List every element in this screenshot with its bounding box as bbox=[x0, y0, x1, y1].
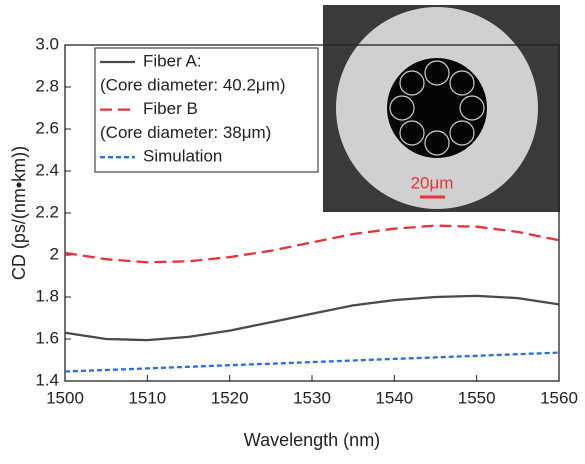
x-tick-label: 1520 bbox=[211, 388, 249, 407]
y-tick-label: 1.8 bbox=[35, 286, 59, 305]
inset bbox=[323, 5, 560, 212]
y-tick-label: 2 bbox=[50, 244, 59, 263]
data-line bbox=[64, 351, 560, 373]
y-axis-label: CD (ps/(nm•km)) bbox=[9, 146, 29, 280]
y-tick-label: 2.8 bbox=[35, 76, 59, 95]
inset-scale-label: 20μm bbox=[411, 173, 454, 192]
y-tick-label: 1.4 bbox=[35, 370, 59, 389]
data-line bbox=[64, 224, 560, 264]
y-tick-label: 3.0 bbox=[35, 34, 59, 53]
legend-box bbox=[94, 47, 319, 173]
x-tick-label: 1530 bbox=[293, 388, 331, 407]
legend-note: (Core diameter: 40.2μm) bbox=[100, 75, 286, 94]
legend-label: Fiber A: bbox=[143, 51, 202, 70]
legend-note: (Core diameter: 38μm) bbox=[100, 123, 271, 142]
x-tick-label: 1550 bbox=[458, 388, 496, 407]
data-line bbox=[64, 294, 560, 342]
x-tick-label: 1560 bbox=[540, 388, 578, 407]
x-axis-label: Wavelength (nm) bbox=[244, 430, 380, 450]
x-tick-label: 1510 bbox=[128, 388, 166, 407]
x-tick-label: 1500 bbox=[46, 388, 84, 407]
y-tick-label: 2.6 bbox=[35, 118, 59, 137]
legend-label: Fiber B bbox=[143, 99, 198, 118]
x-tick-label: 1540 bbox=[375, 388, 413, 407]
legend-label: Simulation bbox=[143, 147, 222, 166]
y-tick-label: 2.2 bbox=[35, 202, 59, 221]
y-tick-label: 2.4 bbox=[35, 160, 59, 179]
y-tick-label: 1.6 bbox=[35, 328, 59, 347]
